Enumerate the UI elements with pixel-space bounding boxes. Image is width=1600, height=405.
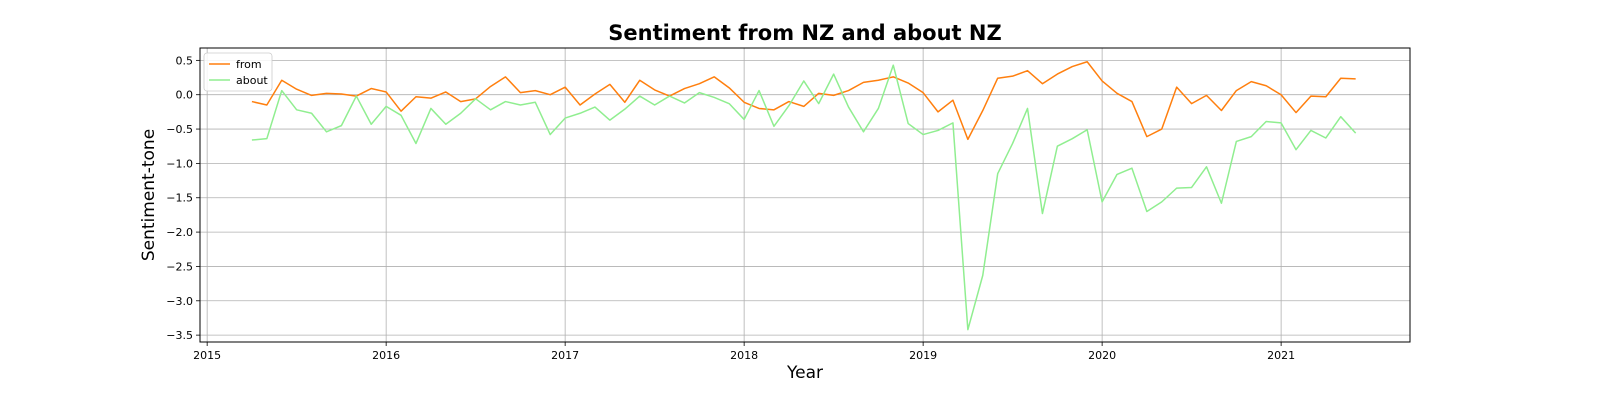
legend-label-about: about <box>236 74 268 87</box>
x-tick-label: 2016 <box>372 349 400 362</box>
y-tick-label: 0.0 <box>176 89 194 102</box>
x-tick-label: 2018 <box>730 349 758 362</box>
series-line-about <box>251 64 1357 331</box>
y-tick-label: 0.5 <box>176 54 194 67</box>
x-tick-label: 2021 <box>1267 349 1295 362</box>
legend-label-from: from <box>236 58 262 71</box>
series-layer <box>251 60 1357 331</box>
y-tick-label: −2.0 <box>166 226 193 239</box>
legend-box <box>203 52 273 92</box>
chart-title: Sentiment from NZ and about NZ <box>608 21 1001 45</box>
legend: from about <box>203 52 273 92</box>
y-tick-label: −3.5 <box>166 329 193 342</box>
tick-layer: 2015 2016 2017 2018 2019 2020 2021 0.5 0.0 −0.5 −1… <box>166 54 1295 362</box>
y-tick-label: −2.5 <box>166 260 193 273</box>
y-tick-label: −3.0 <box>166 295 193 308</box>
y-tick-label: −1.0 <box>166 157 193 170</box>
plot-frame <box>199 47 1411 343</box>
x-axis-label: Year <box>786 363 823 383</box>
x-tick-label: 2019 <box>909 349 937 362</box>
y-tick-label: −0.5 <box>166 123 193 136</box>
grid-layer <box>200 48 1410 342</box>
x-tick-label: 2015 <box>193 349 221 362</box>
series-line-from <box>251 60 1356 141</box>
x-tick-label: 2020 <box>1088 349 1116 362</box>
y-tick-label: −1.5 <box>166 192 193 205</box>
y-axis-label: Sentiment-tone <box>139 129 159 261</box>
x-tick-label: 2017 <box>551 349 579 362</box>
